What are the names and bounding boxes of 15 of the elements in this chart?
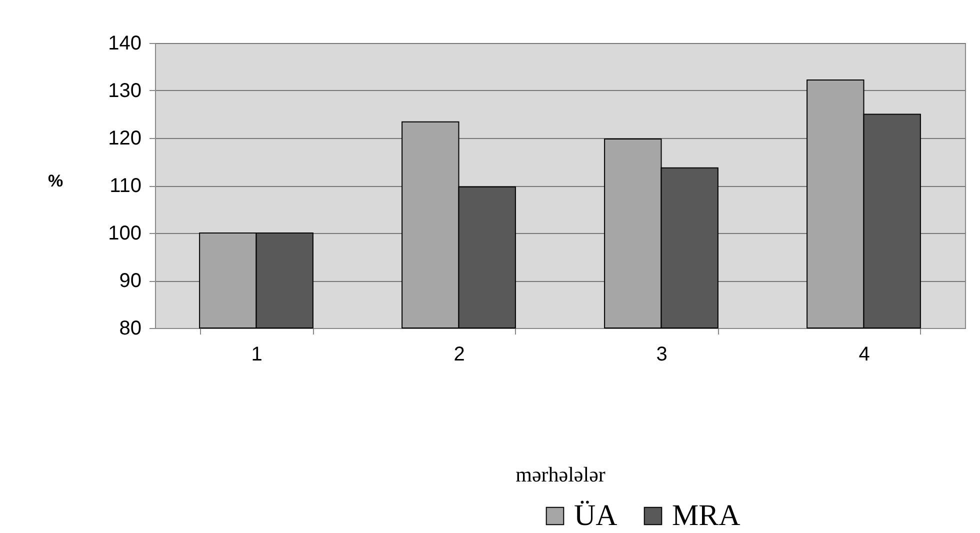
y-tick-label: 140: [108, 32, 142, 54]
y-tick-label: 110: [110, 175, 142, 197]
x-axis-title: mərhələlər: [516, 462, 606, 486]
y-tick-label: 130: [108, 80, 142, 102]
x-tick-label: 4: [858, 344, 870, 366]
y-tick-label: 120: [108, 128, 142, 150]
legend-label: MRA: [672, 499, 741, 532]
x-tick-label: 2: [454, 344, 465, 366]
y-tick-label: 100: [108, 222, 142, 244]
y-axis-title: %: [48, 172, 64, 190]
legend-label: ÜA: [574, 499, 618, 532]
y-tick-label: 90: [119, 270, 142, 292]
y-tick-label: 80: [119, 318, 142, 340]
x-tick-label: 1: [251, 344, 262, 366]
x-tick-label: 3: [656, 344, 668, 366]
